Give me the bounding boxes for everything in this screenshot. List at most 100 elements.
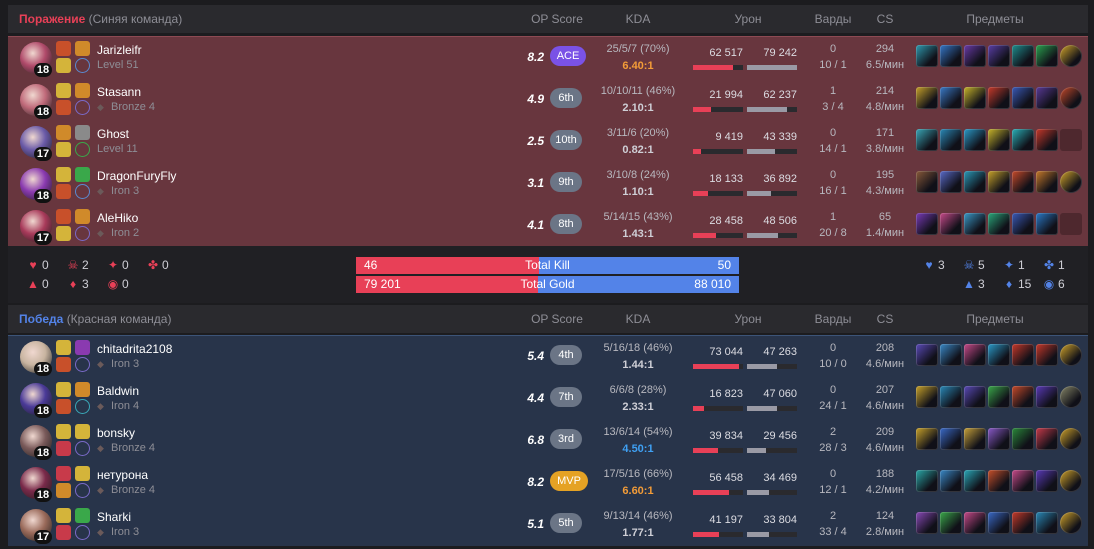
item-icon[interactable] — [988, 129, 1010, 151]
item-icon[interactable] — [1012, 386, 1034, 408]
trinket-item-icon[interactable] — [1060, 344, 1082, 366]
item-icon[interactable] — [916, 87, 938, 109]
player-name[interactable]: DragonFuryFly — [97, 169, 177, 183]
rune-primary-icon[interactable] — [75, 424, 90, 439]
player-row[interactable]: 17 Sharki ◆ Iron 3 5.1 5th 9/13/14 (46%) 1.77:1… — [8, 504, 1088, 546]
trinket-item-icon[interactable] — [1060, 45, 1082, 67]
item-icon[interactable] — [1012, 470, 1034, 492]
rune-secondary-icon[interactable] — [75, 58, 90, 73]
trinket-item-icon[interactable] — [1060, 87, 1082, 109]
item-icon[interactable] — [916, 45, 938, 67]
item-icon[interactable] — [1036, 129, 1058, 151]
summoner-spell-1-icon[interactable] — [56, 83, 71, 98]
item-icon[interactable] — [1036, 344, 1058, 366]
item-icon[interactable] — [1012, 87, 1034, 109]
player-row[interactable]: 18 нетурона ◆ Bronze 4 8.2 MVP 17/5/16 (66%) 6.… — [8, 462, 1088, 504]
item-icon[interactable] — [988, 344, 1010, 366]
item-icon[interactable] — [1036, 213, 1058, 235]
rune-secondary-icon[interactable] — [75, 100, 90, 115]
rune-primary-icon[interactable] — [75, 83, 90, 98]
player-row[interactable]: 18 Baldwin ◆ Iron 4 4.4 7th 6/6/8 (28%) 2.33:1 1… — [8, 378, 1088, 420]
summoner-spell-2-icon[interactable] — [56, 441, 71, 456]
player-row[interactable]: 18 bonsky ◆ Bronze 4 6.8 3rd 13/6/14 (54%) 4.50… — [8, 420, 1088, 462]
item-icon[interactable] — [940, 428, 962, 450]
item-icon[interactable] — [964, 129, 986, 151]
item-icon[interactable] — [916, 470, 938, 492]
item-icon[interactable] — [916, 171, 938, 193]
player-name[interactable]: Baldwin — [97, 384, 140, 398]
summoner-spell-1-icon[interactable] — [56, 424, 71, 439]
item-icon[interactable] — [988, 171, 1010, 193]
summoner-spell-2-icon[interactable] — [56, 142, 71, 157]
item-icon[interactable] — [964, 45, 986, 67]
player-name[interactable]: нетурона — [97, 468, 149, 482]
item-icon[interactable] — [940, 87, 962, 109]
item-icon[interactable] — [1036, 428, 1058, 450]
player-name[interactable]: Ghost — [97, 127, 130, 141]
summoner-spell-2-icon[interactable] — [56, 357, 71, 372]
summoner-spell-1-icon[interactable] — [56, 125, 71, 140]
item-icon[interactable] — [940, 470, 962, 492]
player-name[interactable]: Sharki — [97, 510, 132, 524]
player-row[interactable]: 18 Jarizleifr Level 51 8.2 ACE 25/5/7 (70%) 6.… — [8, 37, 1088, 79]
rune-secondary-icon[interactable] — [75, 483, 90, 498]
trinket-item-icon[interactable] — [1060, 512, 1082, 534]
rune-primary-icon[interactable] — [75, 167, 90, 182]
item-icon[interactable] — [964, 87, 986, 109]
item-icon[interactable] — [964, 386, 986, 408]
summoner-spell-1-icon[interactable] — [56, 382, 71, 397]
item-icon[interactable] — [916, 386, 938, 408]
item-icon[interactable] — [916, 512, 938, 534]
item-icon[interactable] — [988, 512, 1010, 534]
item-icon[interactable] — [916, 213, 938, 235]
rune-primary-icon[interactable] — [75, 340, 90, 355]
item-icon[interactable] — [1012, 171, 1034, 193]
trinket-item-icon[interactable] — [1060, 470, 1082, 492]
rune-secondary-icon[interactable] — [75, 399, 90, 414]
summoner-spell-1-icon[interactable] — [56, 508, 71, 523]
item-icon[interactable] — [988, 45, 1010, 67]
item-icon[interactable] — [988, 386, 1010, 408]
rune-secondary-icon[interactable] — [75, 525, 90, 540]
summoner-spell-2-icon[interactable] — [56, 399, 71, 414]
rune-secondary-icon[interactable] — [75, 441, 90, 456]
summoner-spell-1-icon[interactable] — [56, 466, 71, 481]
summoner-spell-2-icon[interactable] — [56, 525, 71, 540]
item-icon[interactable] — [940, 344, 962, 366]
item-icon[interactable] — [964, 213, 986, 235]
item-icon[interactable] — [988, 87, 1010, 109]
player-name[interactable]: Stasann — [97, 85, 142, 99]
rune-secondary-icon[interactable] — [75, 142, 90, 157]
rune-primary-icon[interactable] — [75, 41, 90, 56]
summoner-spell-2-icon[interactable] — [56, 226, 71, 241]
item-icon[interactable] — [1012, 428, 1034, 450]
item-icon[interactable] — [1036, 386, 1058, 408]
item-icon[interactable] — [1036, 87, 1058, 109]
trinket-item-icon[interactable] — [1060, 386, 1082, 408]
item-icon[interactable] — [1012, 213, 1034, 235]
trinket-item-icon[interactable] — [1060, 171, 1082, 193]
player-row[interactable]: 18 chitadrita2108 ◆ Iron 3 5.4 4th 5/16/18 (46… — [8, 336, 1088, 378]
summoner-spell-1-icon[interactable] — [56, 41, 71, 56]
player-name[interactable]: chitadrita2108 — [97, 342, 173, 356]
rune-secondary-icon[interactable] — [75, 357, 90, 372]
rune-secondary-icon[interactable] — [75, 184, 90, 199]
item-icon[interactable] — [1036, 45, 1058, 67]
item-icon[interactable] — [916, 344, 938, 366]
item-icon[interactable] — [940, 171, 962, 193]
item-icon[interactable] — [988, 428, 1010, 450]
player-name[interactable]: AleHiko — [97, 211, 139, 225]
summoner-spell-1-icon[interactable] — [56, 340, 71, 355]
player-row[interactable]: 18 DragonFuryFly ◆ Iron 3 3.1 9th 3/10/8 (24%)… — [8, 163, 1088, 205]
rune-primary-icon[interactable] — [75, 508, 90, 523]
item-icon[interactable] — [916, 428, 938, 450]
item-icon[interactable] — [940, 45, 962, 67]
item-icon[interactable] — [964, 512, 986, 534]
item-icon[interactable] — [1036, 470, 1058, 492]
trinket-item-icon[interactable] — [1060, 428, 1082, 450]
rune-secondary-icon[interactable] — [75, 226, 90, 241]
item-icon[interactable] — [940, 129, 962, 151]
item-icon[interactable] — [1012, 512, 1034, 534]
item-icon[interactable] — [1012, 344, 1034, 366]
summoner-spell-2-icon[interactable] — [56, 483, 71, 498]
